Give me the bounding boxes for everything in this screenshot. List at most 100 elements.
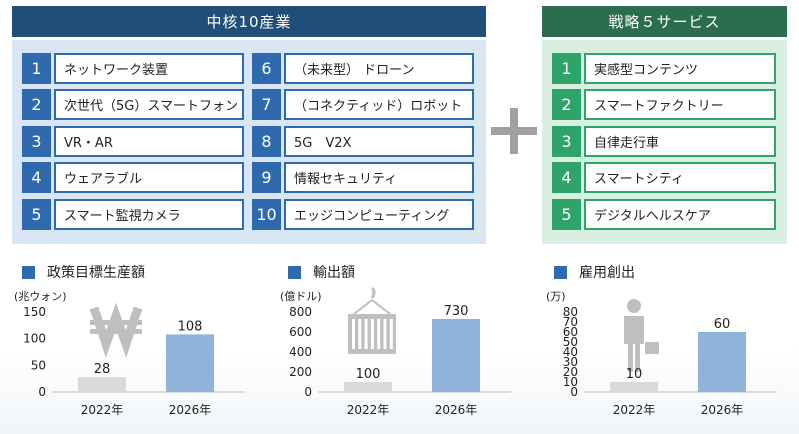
- chart-export: (億ドル) 0 200 400 600 800 100 2022年 730 2026年: [276, 286, 516, 430]
- y-tick-label: 0: [304, 385, 312, 399]
- chart-title-text: 政策目標生産額: [47, 265, 145, 281]
- core-item-label: VR・AR: [54, 126, 244, 157]
- core-item: 9 情報セキュリティ: [252, 162, 474, 193]
- y-tick-label: 80: [563, 305, 578, 319]
- strategy-item: 2 スマートファクトリー: [552, 89, 776, 120]
- y-tick-label: 100: [23, 332, 46, 346]
- bar-2026年: [166, 334, 214, 392]
- chart-title-employment: 雇用創出: [554, 262, 635, 282]
- y-tick-label: 800: [289, 305, 312, 319]
- core-item-number: 2: [22, 89, 51, 120]
- core-item: 10 エッジコンピューティング: [252, 199, 474, 230]
- x-tick-label: 2022年: [613, 403, 656, 417]
- bar-2022年: [344, 382, 392, 392]
- strategy-item: 1 実感型コンテンツ: [552, 53, 776, 84]
- core-item-label: （未来型） ドローン: [284, 53, 474, 84]
- core-item-label: エッジコンピューティング: [284, 199, 474, 230]
- core-item: 8 5G V2X: [252, 126, 474, 157]
- bar-2026年: [698, 332, 746, 392]
- y-tick-label: 200: [289, 365, 312, 379]
- core-item-number: 8: [252, 126, 281, 157]
- core-item-number: 9: [252, 162, 281, 193]
- chart-unit-label: (兆ウォン): [14, 290, 67, 303]
- y-tick-label: 50: [31, 358, 46, 372]
- core-item-number: 4: [22, 162, 51, 193]
- core-item-label: ネットワーク装置: [54, 53, 244, 84]
- strategy-services-panel: 1 実感型コンテンツ 2 スマートファクトリー 3 自律走行車 4 スマートシティ 5 デジタルヘ…: [542, 40, 787, 244]
- legend-square-icon: [554, 265, 567, 279]
- y-tick-label: 70: [563, 315, 578, 329]
- x-tick-label: 2022年: [81, 403, 124, 417]
- core-industries-header: 中核10産業: [12, 6, 486, 37]
- data-label: 100: [356, 367, 381, 382]
- core-item-number: 10: [252, 199, 281, 230]
- y-tick-label: 60: [563, 325, 578, 339]
- chart-title-export: 輸出額: [288, 262, 355, 282]
- core-item: 3 VR・AR: [22, 126, 244, 157]
- y-tick-label: 0: [570, 385, 578, 399]
- strategy-item-label: デジタルヘルスケア: [584, 199, 776, 230]
- core-item-number: 7: [252, 89, 281, 120]
- core-item-number: 1: [22, 53, 51, 84]
- core-item-label: 次世代（5G）スマートフォン: [54, 89, 244, 120]
- chart-title-text: 輸出額: [313, 265, 355, 281]
- legend-square-icon: [22, 265, 35, 279]
- businessman-icon: [624, 299, 659, 372]
- core-item: 7 （コネクティッド）ロボット: [252, 89, 474, 120]
- strategy-item-number: 5: [552, 199, 581, 230]
- core-industries-panel: 1 ネットワーク装置 2 次世代（5G）スマートフォン 3 VR・AR 4 ウェアラブル 5 スマ…: [12, 40, 486, 244]
- data-label: 60: [714, 317, 731, 332]
- data-label: 108: [178, 319, 203, 334]
- core-item-label: 情報セキュリティ: [284, 162, 474, 193]
- x-tick-label: 2026年: [169, 403, 212, 417]
- strategy-services-title: 戦略５サービス: [608, 13, 721, 31]
- strategy-item-label: スマートファクトリー: [584, 89, 776, 120]
- x-tick-label: 2026年: [701, 403, 744, 417]
- chart-title-text: 雇用創出: [579, 265, 635, 281]
- plus-icon: [491, 108, 537, 154]
- legend-square-icon: [288, 265, 301, 279]
- core-item-label: （コネクティッド）ロボット: [284, 89, 474, 120]
- x-tick-label: 2026年: [435, 403, 478, 417]
- strategy-item-label: 自律走行車: [584, 126, 776, 157]
- strategy-item: 4 スマートシティ: [552, 162, 776, 193]
- y-tick-label: 50: [563, 335, 578, 349]
- y-tick-label: 600: [289, 325, 312, 339]
- data-label: 10: [626, 367, 643, 382]
- y-tick-label: 10: [563, 375, 578, 389]
- core-item: 5 スマート監視カメラ: [22, 199, 244, 230]
- core-item: 6 （未来型） ドローン: [252, 53, 474, 84]
- container-crane-icon: [348, 286, 396, 354]
- core-item-label: 5G V2X: [284, 126, 474, 157]
- core-item-label: スマート監視カメラ: [54, 199, 244, 230]
- chart-title-production: 政策目標生産額: [22, 262, 145, 282]
- core-item-number: 6: [252, 53, 281, 84]
- y-tick-label: 150: [23, 305, 46, 319]
- strategy-item-label: 実感型コンテンツ: [584, 53, 776, 84]
- core-industries-title: 中核10産業: [206, 13, 292, 31]
- strategy-item-number: 4: [552, 162, 581, 193]
- data-label: 730: [444, 304, 469, 319]
- strategy-item: 3 自律走行車: [552, 126, 776, 157]
- y-tick-label: 30: [563, 355, 578, 369]
- x-tick-label: 2022年: [347, 403, 390, 417]
- bar-2022年: [610, 382, 658, 392]
- core-item-label: ウェアラブル: [54, 162, 244, 193]
- core-item: 2 次世代（5G）スマートフォン: [22, 89, 244, 120]
- strategy-item-number: 2: [552, 89, 581, 120]
- bar-2026年: [432, 319, 480, 392]
- strategy-item-label: スマートシティ: [584, 162, 776, 193]
- strategy-item-number: 3: [552, 126, 581, 157]
- y-tick-label: 400: [289, 345, 312, 359]
- chart-unit-label: (万): [546, 290, 566, 303]
- core-item-number: 3: [22, 126, 51, 157]
- y-tick-label: 40: [563, 345, 578, 359]
- core-item: 4 ウェアラブル: [22, 162, 244, 193]
- y-tick-label: 0: [38, 385, 46, 399]
- core-item-number: 5: [22, 199, 51, 230]
- core-item: 1 ネットワーク装置: [22, 53, 244, 84]
- won-sign-icon: [89, 302, 143, 358]
- strategy-item: 5 デジタルヘルスケア: [552, 199, 776, 230]
- chart-unit-label: (億ドル): [280, 290, 322, 303]
- data-label: 28: [94, 362, 111, 377]
